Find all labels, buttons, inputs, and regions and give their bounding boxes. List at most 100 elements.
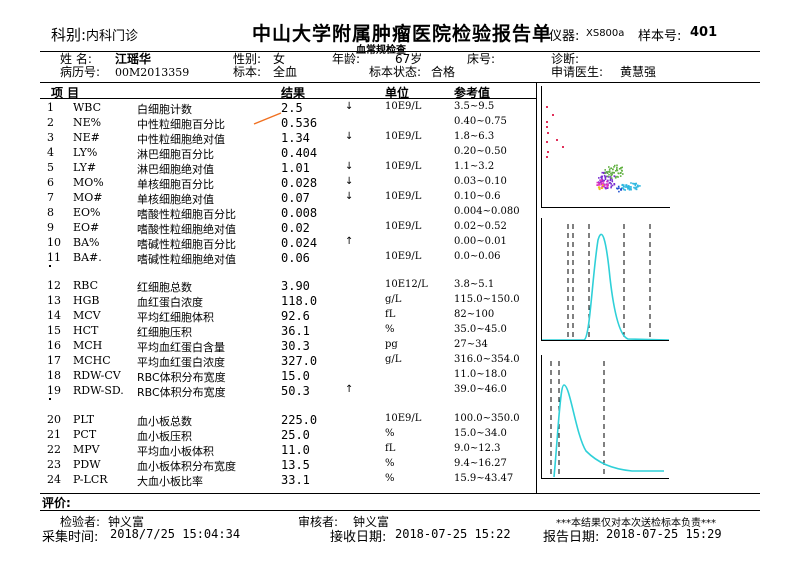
scatter-point — [547, 151, 549, 153]
result-value: 0.06 — [281, 251, 310, 265]
reference-range: 0.02~0.52 — [454, 221, 507, 232]
scatter-point — [596, 181, 599, 184]
reference-range: 0.00~0.01 — [454, 236, 507, 247]
scatter-point — [601, 177, 603, 180]
scatter-point — [610, 177, 613, 179]
scatter-point — [609, 179, 612, 182]
scatter-point — [613, 175, 616, 177]
unit: 10E9/L — [385, 221, 422, 232]
scatter-point — [546, 141, 548, 143]
result-value: 11.0 — [281, 443, 310, 457]
reference-range: 35.0~45.0 — [454, 324, 507, 335]
result-value: 15.0 — [281, 369, 310, 383]
col-header-unit: 单位 — [385, 86, 410, 100]
scatter-point — [617, 176, 619, 178]
result-value: 0.024 — [281, 236, 318, 250]
scatter-point — [606, 183, 609, 186]
sex-label: 性别: — [233, 52, 262, 66]
item-name: 平均红细胞体积 — [137, 311, 214, 324]
row-number: 7 — [47, 191, 54, 204]
item-code: PCT — [73, 428, 97, 441]
scatter-point — [604, 176, 607, 179]
row-number: 19 — [47, 384, 61, 397]
result-row: 6 MO% 单核细胞百分比 0.028 ↓ 0.03~0.10 — [40, 176, 535, 191]
row-number: 11 — [47, 251, 61, 264]
report-subtitle: 血常规检查 — [356, 45, 406, 56]
item-name: 淋巴细胞绝对值 — [137, 163, 214, 176]
scatter-point — [629, 186, 631, 188]
scatter-point — [635, 188, 638, 191]
scattergram — [546, 106, 641, 193]
item-name: 血红蛋白浓度 — [137, 296, 203, 309]
scatter-point — [602, 181, 605, 183]
scatter-point — [616, 169, 619, 172]
result-value: 327.0 — [281, 354, 318, 368]
comment-label: 评价: — [42, 496, 71, 510]
scatter-point — [604, 178, 607, 181]
result-row: 19 RDW-SD. RBC体积分布宽度 50.3 ↑ 39.0~46.0 — [40, 384, 535, 399]
item-name: 中性粒细胞百分比 — [137, 118, 225, 131]
row-number: 12 — [47, 279, 61, 292]
result-row: 20 PLT 血小板总数 225.0 10E9/L 100.0~350.0 — [40, 413, 535, 428]
scatter-point — [596, 184, 598, 186]
scatter-point — [605, 175, 608, 178]
item-name: RBC体积分布宽度 — [137, 371, 226, 384]
scatter-point — [623, 188, 625, 191]
unit: % — [385, 428, 395, 439]
scatter-point — [607, 170, 609, 173]
department-label: 科别: — [51, 26, 87, 44]
sample-number: 401 — [690, 25, 718, 40]
scatter-point — [630, 182, 632, 184]
scatter-point — [605, 186, 607, 189]
item-name: 红细胞总数 — [137, 281, 192, 294]
result-value: 36.1 — [281, 324, 310, 338]
rbc-histogram-panel — [541, 218, 669, 341]
plt-distribution-curve — [553, 384, 664, 478]
item-code: MPV — [73, 443, 100, 456]
scatter-point — [605, 171, 608, 173]
row-number: 5 — [47, 161, 54, 174]
scatter-point — [612, 171, 615, 174]
name-label: 姓 名: — [60, 52, 92, 66]
result-value: 118.0 — [281, 294, 318, 308]
scatter-point — [599, 180, 602, 182]
unit: g/L — [385, 294, 402, 305]
row-number: 16 — [47, 339, 61, 352]
result-row: 14 MCV 平均红细胞体积 92.6 fL 82~100 — [40, 309, 535, 324]
col-header-item: 项 目 — [51, 86, 80, 100]
reference-range: 3.8~5.1 — [454, 279, 495, 290]
scatter-point — [634, 182, 636, 185]
collect-label: 采集时间: — [42, 530, 99, 545]
rbc-distribution-curve — [542, 233, 669, 340]
scatter-point — [628, 187, 630, 189]
scatter-point — [546, 121, 548, 123]
scatter-point — [625, 185, 628, 187]
item-code: LY# — [73, 161, 97, 174]
row-number: 10 — [47, 236, 61, 249]
result-value: 0.02 — [281, 221, 310, 235]
scatter-point — [607, 179, 609, 182]
item-code: EO% — [73, 206, 101, 219]
record-label: 病历号: — [60, 65, 101, 79]
item-name: 嗜酸性粒细胞百分比 — [137, 208, 236, 221]
scatter-point — [616, 168, 618, 170]
bed-label: 床号: — [467, 52, 496, 66]
scatter-point — [601, 186, 604, 188]
scatter-point — [598, 177, 600, 179]
scatter-point — [600, 175, 603, 178]
rbc-histogram — [542, 224, 669, 340]
scatter-point — [610, 183, 612, 185]
scatter-point — [552, 114, 554, 116]
row-number: 4 — [47, 146, 54, 159]
item-name: RBC体积分布宽度 — [137, 386, 226, 399]
result-row: 21 PCT 血小板压积 25.0 % 15.0~34.0 — [40, 428, 535, 443]
row-number: 14 — [47, 309, 61, 322]
scatter-point — [632, 182, 634, 185]
reference-range: 39.0~46.0 — [454, 384, 507, 395]
item-name: 嗜碱性粒细胞绝对值 — [137, 253, 236, 266]
table-bottom-rule — [40, 493, 760, 494]
abnormal-flag: ↓ — [345, 131, 354, 142]
row-number: 8 — [47, 206, 54, 219]
group-separator-dot — [49, 265, 51, 267]
reviewer-label: 审核者: — [298, 515, 339, 529]
